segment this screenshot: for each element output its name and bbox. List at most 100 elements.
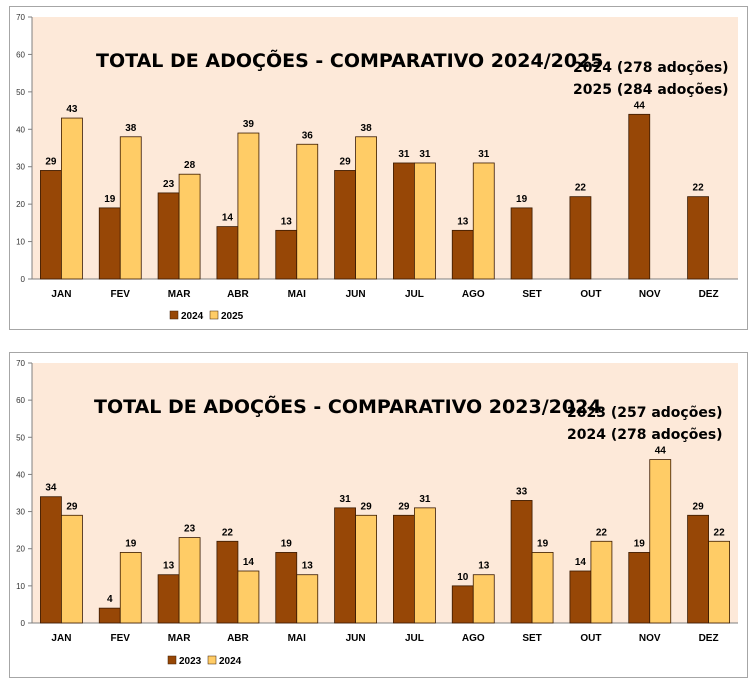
- data-label: 36: [302, 130, 314, 141]
- data-label: 31: [340, 494, 352, 505]
- bar-2023-jun: [334, 507, 356, 624]
- data-label: 22: [575, 183, 587, 194]
- bar-2024-jan: [61, 514, 83, 624]
- bar-2024-jan: [40, 170, 62, 280]
- data-label: 19: [516, 194, 528, 205]
- chart-2024-2025: 0 10 20 30 40 50 60 70 29 43 JAN 19 38 FEV 23 28 MAR 14 39…: [16, 13, 738, 322]
- data-label: 19: [634, 538, 646, 549]
- y-tick-label: 50: [16, 433, 25, 442]
- x-tick-label: MAI: [288, 289, 307, 300]
- bar-2024-set: [510, 207, 533, 280]
- totals-line: 2024 (278 adoções): [567, 427, 723, 443]
- x-tick-label: AGO: [462, 633, 485, 644]
- bar-2024-jul: [414, 507, 436, 624]
- data-label: 31: [398, 149, 410, 160]
- legend-label: 2023: [179, 656, 202, 667]
- data-label: 33: [516, 486, 528, 497]
- data-label: 31: [419, 494, 431, 505]
- legend-swatch: [169, 310, 179, 320]
- data-label: 13: [163, 561, 175, 572]
- bar-2025-abr: [237, 132, 260, 280]
- data-label: 19: [281, 538, 293, 549]
- data-label: 13: [457, 216, 469, 227]
- bar-2023-ago: [451, 585, 474, 624]
- y-tick-label: 20: [16, 200, 25, 209]
- x-tick-label: JUN: [346, 633, 366, 644]
- data-label: 22: [714, 527, 726, 538]
- x-tick-label: JUN: [346, 289, 366, 300]
- bar-2023-set: [510, 500, 533, 624]
- x-tick-label: OUT: [580, 633, 601, 644]
- bar-2024-jul: [393, 162, 415, 280]
- y-tick-label: 40: [16, 470, 25, 479]
- bar-2023-nov: [628, 552, 651, 624]
- y-tick-label: 70: [16, 359, 25, 368]
- chart-2023-2024: 0 10 20 30 40 50 60 70 34 29 JAN 4 19 FEV 13 23 MAR 22 14 A…: [16, 359, 738, 667]
- x-tick-label: MAR: [168, 289, 192, 300]
- x-tick-label: JUL: [405, 633, 424, 644]
- totals-line: 2024 (278 adoções): [573, 60, 729, 76]
- x-tick-label: JAN: [51, 289, 71, 300]
- bar-2024-mar: [178, 537, 201, 624]
- x-tick-label: JUL: [405, 289, 424, 300]
- bar-2024-dez: [708, 540, 730, 624]
- bar-2025-jul: [414, 162, 436, 280]
- x-tick-label: FEV: [111, 633, 131, 644]
- data-label: 38: [125, 123, 137, 134]
- bar-2024-jun: [334, 170, 356, 280]
- y-tick-label: 10: [16, 238, 25, 247]
- x-tick-label: ABR: [227, 633, 249, 644]
- y-tick-label: 30: [16, 508, 25, 517]
- data-label: 31: [419, 149, 431, 160]
- plot-area: [32, 363, 738, 623]
- legend-swatch: [207, 655, 217, 665]
- data-label: 44: [655, 446, 667, 457]
- y-tick-label: 70: [16, 13, 25, 22]
- data-label: 19: [104, 194, 116, 205]
- x-tick-label: SET: [522, 633, 541, 644]
- bar-2025-mai: [296, 143, 319, 280]
- bar-2024-dez: [687, 196, 709, 280]
- data-label: 29: [693, 501, 705, 512]
- data-label: 22: [222, 527, 234, 538]
- y-tick-label: 0: [21, 619, 26, 628]
- legend-swatch: [167, 655, 177, 665]
- bar-2024-mai: [275, 229, 298, 280]
- x-tick-label: MAI: [288, 633, 307, 644]
- x-tick-label: DEZ: [699, 289, 719, 300]
- bar-2025-fev: [119, 136, 142, 280]
- bar-2025-jun: [355, 136, 377, 280]
- data-label: 14: [243, 557, 255, 568]
- x-tick-label: OUT: [580, 289, 601, 300]
- bar-2024-mai: [296, 574, 319, 624]
- x-tick-label: DEZ: [699, 633, 719, 644]
- y-tick-label: 0: [21, 275, 26, 284]
- x-tick-label: MAR: [168, 633, 192, 644]
- data-label: 13: [478, 561, 490, 572]
- bar-2024-fev: [98, 207, 121, 280]
- data-label: 43: [66, 104, 78, 115]
- bar-2023-mai: [275, 552, 298, 624]
- x-tick-label: NOV: [639, 289, 661, 300]
- bar-2025-mar: [178, 173, 201, 280]
- bar-2024-out: [569, 196, 592, 280]
- bar-2024-nov: [649, 459, 672, 624]
- plot-area: [32, 17, 738, 279]
- bar-2024-out: [590, 540, 613, 624]
- x-tick-label: ABR: [227, 289, 249, 300]
- y-tick-label: 50: [16, 88, 25, 97]
- bar-2024-ago: [472, 574, 495, 624]
- y-tick-label: 40: [16, 125, 25, 134]
- bar-2025-ago: [472, 162, 495, 280]
- x-tick-label: NOV: [639, 633, 661, 644]
- bar-2024-fev: [119, 552, 142, 624]
- bar-2023-fev: [98, 607, 121, 624]
- data-label: 22: [596, 527, 608, 538]
- data-label: 22: [693, 183, 705, 194]
- data-label: 13: [281, 216, 293, 227]
- bar-2024-jun: [355, 514, 377, 624]
- x-tick-label: AGO: [462, 289, 485, 300]
- data-label: 28: [184, 160, 196, 171]
- legend-label: 2025: [221, 311, 244, 322]
- legend-label: 2024: [181, 311, 204, 322]
